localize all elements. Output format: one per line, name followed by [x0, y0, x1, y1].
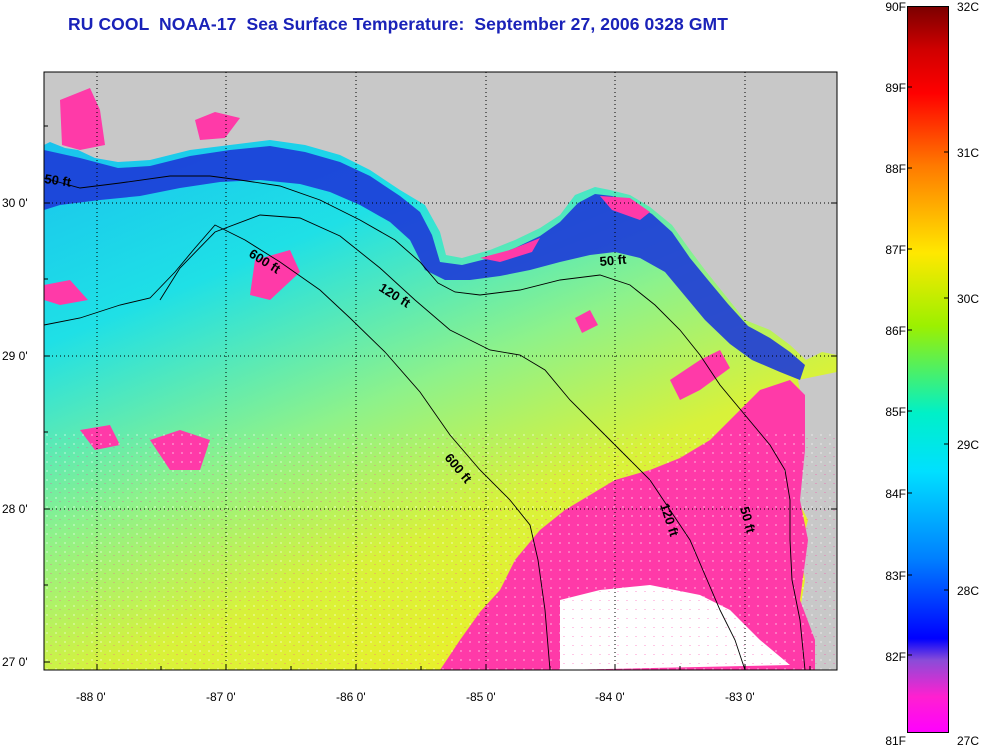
colorbar-c-label: 32C [957, 0, 980, 14]
lon-tick-label: -86 0' [336, 690, 366, 704]
colorbar-f-label: 86F [885, 324, 906, 338]
axis-ticks [44, 125, 837, 670]
land-mass [44, 72, 837, 360]
contour-label: 50 ft [44, 171, 73, 190]
colorbar-fill [907, 6, 949, 733]
contour-label: 50 ft [737, 505, 759, 535]
graticule [44, 72, 837, 670]
lon-tick-label: -85 0' [466, 690, 496, 704]
plot-area: 50 ft 600 ft 120 ft 50 ft 600 ft 120 ft … [43, 71, 838, 671]
colorbar-c-label: 27C [957, 734, 980, 748]
lat-tick-label: 27 0' [2, 655, 28, 669]
lat-tick-label: 29 0' [2, 349, 28, 363]
lon-tick-label: -84 0' [595, 690, 625, 704]
lat-tick-label: 30 0' [2, 196, 28, 210]
lat-tick-label: 28 0' [2, 502, 28, 516]
colorbar-f-label: 89F [885, 81, 906, 95]
colorbar-f-label: 84F [885, 487, 906, 501]
colorbar-f-label: 85F [885, 405, 906, 419]
colorbar-c-label: 29C [957, 438, 980, 452]
colorbar-f-label: 81F [885, 734, 906, 748]
colorbar-f-label: 88F [885, 162, 906, 176]
colorbar-f-label: 90F [885, 0, 906, 14]
colorbar-c-label: 31C [957, 146, 980, 160]
map-title: RU COOL NOAA-17 Sea Surface Temperature:… [68, 14, 729, 34]
colorbar-f-label: 82F [885, 650, 906, 664]
colorbar-f-label: 87F [885, 243, 906, 257]
contour-label: 50 ft [599, 252, 628, 269]
colorbar-c-label: 30C [957, 292, 980, 306]
lon-tick-label: -88 0' [76, 690, 106, 704]
lon-tick-label: -83 0' [725, 690, 755, 704]
colorbar-f-label: 83F [885, 569, 906, 583]
colorbar [907, 6, 949, 733]
colorbar-c-label: 28C [957, 584, 980, 598]
bathymetry-contours [43, 175, 806, 671]
lon-tick-label: -87 0' [206, 690, 236, 704]
